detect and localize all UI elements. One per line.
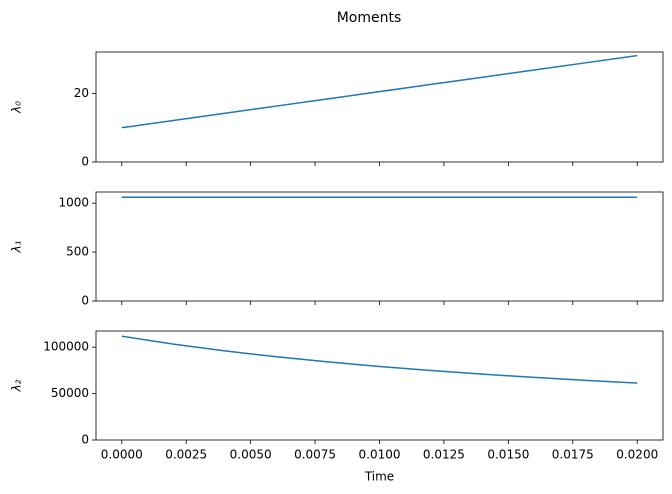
y-tick-label: 1000 xyxy=(58,196,89,210)
x-tick-label: 0.0000 xyxy=(101,448,143,462)
axes-frame xyxy=(95,51,664,163)
x-tick-label: 0.0175 xyxy=(552,448,594,462)
y-axis-label: λ₂ xyxy=(10,379,24,392)
x-tick-label: 0.0200 xyxy=(616,448,658,462)
x-tick-label: 0.0050 xyxy=(230,448,272,462)
y-tick-label: 50000 xyxy=(51,386,89,400)
data-line xyxy=(121,54,638,129)
y-axis-label: λ₀ xyxy=(10,101,24,114)
x-tick-label: 0.0075 xyxy=(294,448,336,462)
axes-frame xyxy=(95,191,664,302)
y-tick-label: 0 xyxy=(81,433,89,447)
axes-frame xyxy=(95,330,664,441)
data-line xyxy=(121,335,638,384)
x-axis-label: Time xyxy=(364,470,394,484)
x-tick-label: 0.0025 xyxy=(165,448,207,462)
y-tick-label: 100000 xyxy=(43,340,89,354)
y-tick-label: 0 xyxy=(81,294,89,308)
y-tick-label: 0 xyxy=(81,155,89,169)
x-tick-label: 0.0125 xyxy=(423,448,465,462)
y-tick-label: 500 xyxy=(66,245,89,259)
y-tick-label: 20 xyxy=(74,86,89,100)
y-axis-label: λ₁ xyxy=(10,240,24,253)
x-tick-label: 0.0100 xyxy=(359,448,401,462)
x-tick-label: 0.0150 xyxy=(487,448,529,462)
figure-title: Moments xyxy=(337,10,402,26)
